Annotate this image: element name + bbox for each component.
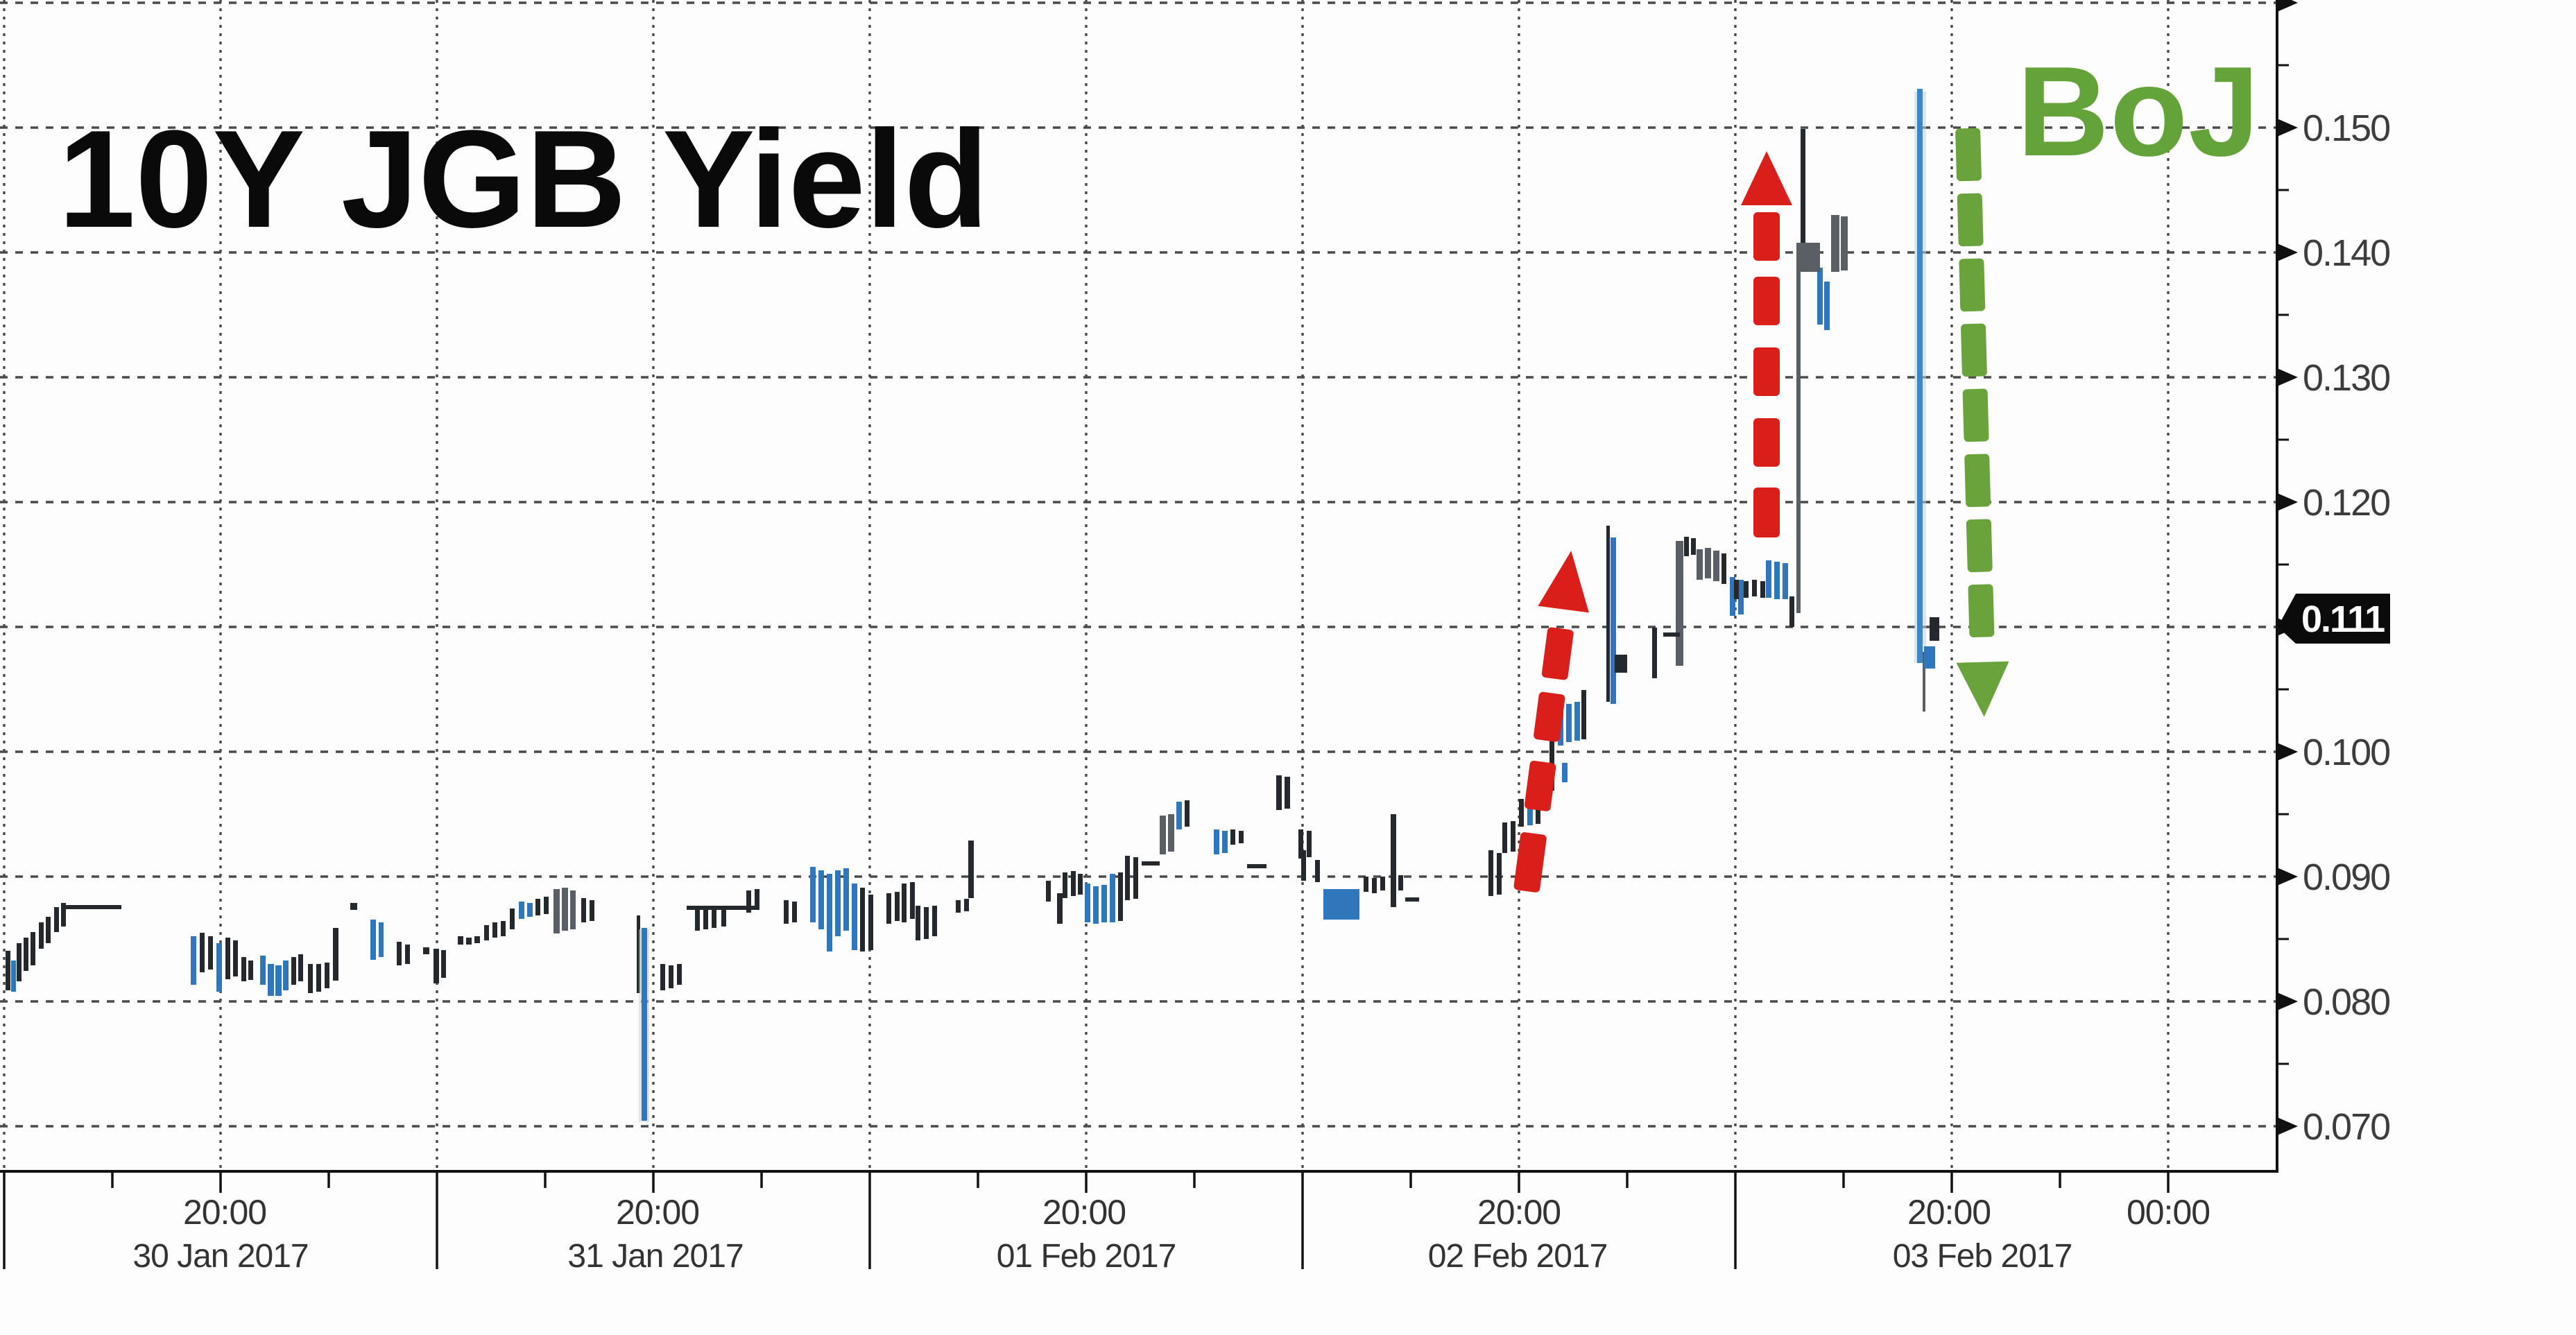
svg-text:20:00: 20:00 [1042, 1193, 1126, 1232]
svg-text:03 Feb 2017: 03 Feb 2017 [1893, 1238, 2072, 1275]
svg-text:00:00: 00:00 [2127, 1193, 2210, 1232]
svg-text:0.080: 0.080 [2303, 981, 2389, 1023]
svg-text:20:00: 20:00 [1477, 1193, 1561, 1232]
svg-text:0.070: 0.070 [2303, 1106, 2389, 1148]
svg-text:0.120: 0.120 [2303, 482, 2389, 524]
svg-text:10Y JGB Yield: 10Y JGB Yield [58, 102, 989, 257]
svg-text:30 Jan 2017: 30 Jan 2017 [132, 1238, 308, 1275]
svg-text:20:00: 20:00 [616, 1193, 699, 1232]
svg-text:0.150: 0.150 [2303, 107, 2389, 149]
svg-text:0.100: 0.100 [2303, 732, 2389, 773]
svg-text:31 Jan 2017: 31 Jan 2017 [567, 1238, 743, 1275]
svg-text:01 Feb 2017: 01 Feb 2017 [997, 1238, 1176, 1275]
svg-text:20:00: 20:00 [1907, 1193, 1991, 1232]
svg-text:20:00: 20:00 [183, 1193, 266, 1232]
svg-text:0.140: 0.140 [2303, 232, 2389, 274]
svg-text:BoJ: BoJ [2017, 40, 2260, 182]
svg-text:0.111: 0.111 [2301, 598, 2385, 640]
svg-text:0.130: 0.130 [2303, 357, 2389, 399]
svg-text:02 Feb 2017: 02 Feb 2017 [1428, 1238, 1608, 1275]
svg-text:0.090: 0.090 [2303, 856, 2389, 898]
